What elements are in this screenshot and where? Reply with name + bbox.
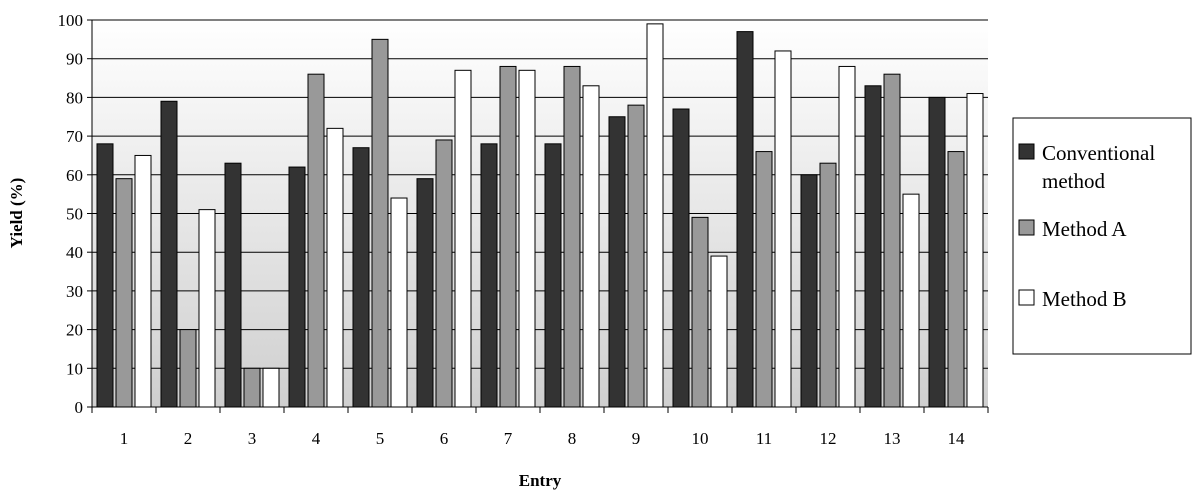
y-tick-label: 40	[66, 243, 83, 262]
legend-label-series-2: Method A	[1042, 217, 1127, 241]
x-tick-label: 6	[440, 429, 449, 448]
y-tick-label: 70	[66, 127, 83, 146]
x-tick-label: 2	[184, 429, 193, 448]
bar-series-3-entry-8	[582, 85, 600, 408]
bar-series-2-entry-3	[243, 367, 261, 408]
bar-series-1-entry-12	[800, 174, 818, 408]
bar-series-1-entry-13	[864, 85, 882, 408]
x-tick-label: 1	[120, 429, 129, 448]
bar-series-3-entry-3	[262, 367, 280, 408]
y-tick-label: 0	[75, 398, 84, 417]
y-tick-label: 100	[58, 11, 84, 30]
bar-series-3-entry-5	[390, 197, 408, 408]
legend-label-series-3: Method B	[1042, 287, 1127, 311]
bar-series-3-entry-11	[774, 50, 792, 408]
bar-series-2-entry-4	[307, 73, 325, 408]
bar-series-2-entry-6	[435, 139, 453, 408]
x-tick-label: 3	[248, 429, 257, 448]
y-axis-title: Yield (%)	[7, 178, 26, 249]
bar-series-2-entry-2	[179, 329, 197, 408]
bar-series-1-entry-9	[608, 116, 626, 408]
legend-label-series-1: Conventional	[1042, 141, 1155, 165]
bar-series-1-entry-6	[416, 178, 434, 408]
y-tick-label: 90	[66, 50, 83, 69]
legend-swatch-series-2	[1018, 219, 1035, 236]
bar-series-3-entry-12	[838, 65, 856, 408]
x-tick-label: 7	[504, 429, 513, 448]
axes	[87, 19, 989, 413]
bar-series-1-entry-14	[928, 96, 946, 408]
bar-series-3-entry-7	[518, 69, 536, 408]
bar-series-3-entry-1	[134, 154, 152, 408]
bar-series-3-entry-4	[326, 127, 344, 408]
bar-series-3-entry-13	[902, 193, 920, 408]
y-tick-label: 30	[66, 282, 83, 301]
x-tick-label: 12	[820, 429, 837, 448]
bar-series-3-entry-9	[646, 23, 664, 408]
y-tick-label: 80	[66, 88, 83, 107]
x-axis-title: Entry	[519, 471, 562, 490]
y-tick-label: 20	[66, 321, 83, 340]
x-tick-label: 5	[376, 429, 385, 448]
bar-series-1-entry-1	[96, 143, 114, 408]
bar-series-3-entry-10	[710, 255, 728, 408]
x-tick-label: 13	[884, 429, 901, 448]
bar-series-1-entry-8	[544, 143, 562, 408]
bar-series-2-entry-9	[627, 104, 645, 408]
x-tick-label: 9	[632, 429, 641, 448]
bar-series-2-entry-1	[115, 178, 133, 408]
y-tick-label: 50	[66, 205, 83, 224]
x-tick-label: 11	[756, 429, 772, 448]
bar-series-2-entry-10	[691, 216, 709, 408]
x-tick-label: 10	[692, 429, 709, 448]
bar-series-1-entry-11	[736, 31, 754, 408]
bar-series-2-entry-12	[819, 162, 837, 408]
legend-swatch-series-1	[1018, 143, 1035, 160]
bar-series-2-entry-8	[563, 65, 581, 408]
bar-series-3-entry-14	[966, 93, 984, 408]
bars	[96, 23, 984, 408]
bar-series-2-entry-11	[755, 151, 773, 408]
legend-label-series-1: method	[1042, 169, 1105, 193]
legend: Conventional method Method A Method B	[1012, 117, 1192, 355]
bar-series-2-entry-7	[499, 65, 517, 408]
x-tick-label: 14	[948, 429, 966, 448]
y-tick-label: 10	[66, 359, 83, 378]
bar-series-1-entry-3	[224, 162, 242, 408]
bar-series-1-entry-7	[480, 143, 498, 408]
bar-series-1-entry-4	[288, 166, 306, 408]
y-tick-label: 60	[66, 166, 83, 185]
legend-swatch-series-3	[1018, 289, 1035, 306]
bar-series-3-entry-6	[454, 69, 472, 408]
bar-series-1-entry-5	[352, 147, 370, 408]
bar-series-1-entry-2	[160, 100, 178, 408]
x-tick-label: 8	[568, 429, 577, 448]
bar-series-2-entry-5	[371, 38, 389, 408]
bar-series-1-entry-10	[672, 108, 690, 408]
legend-box	[1012, 117, 1192, 355]
bar-series-2-entry-13	[883, 73, 901, 408]
bar-series-3-entry-2	[198, 209, 216, 408]
bar-series-2-entry-14	[947, 151, 965, 408]
x-tick-label: 4	[312, 429, 321, 448]
